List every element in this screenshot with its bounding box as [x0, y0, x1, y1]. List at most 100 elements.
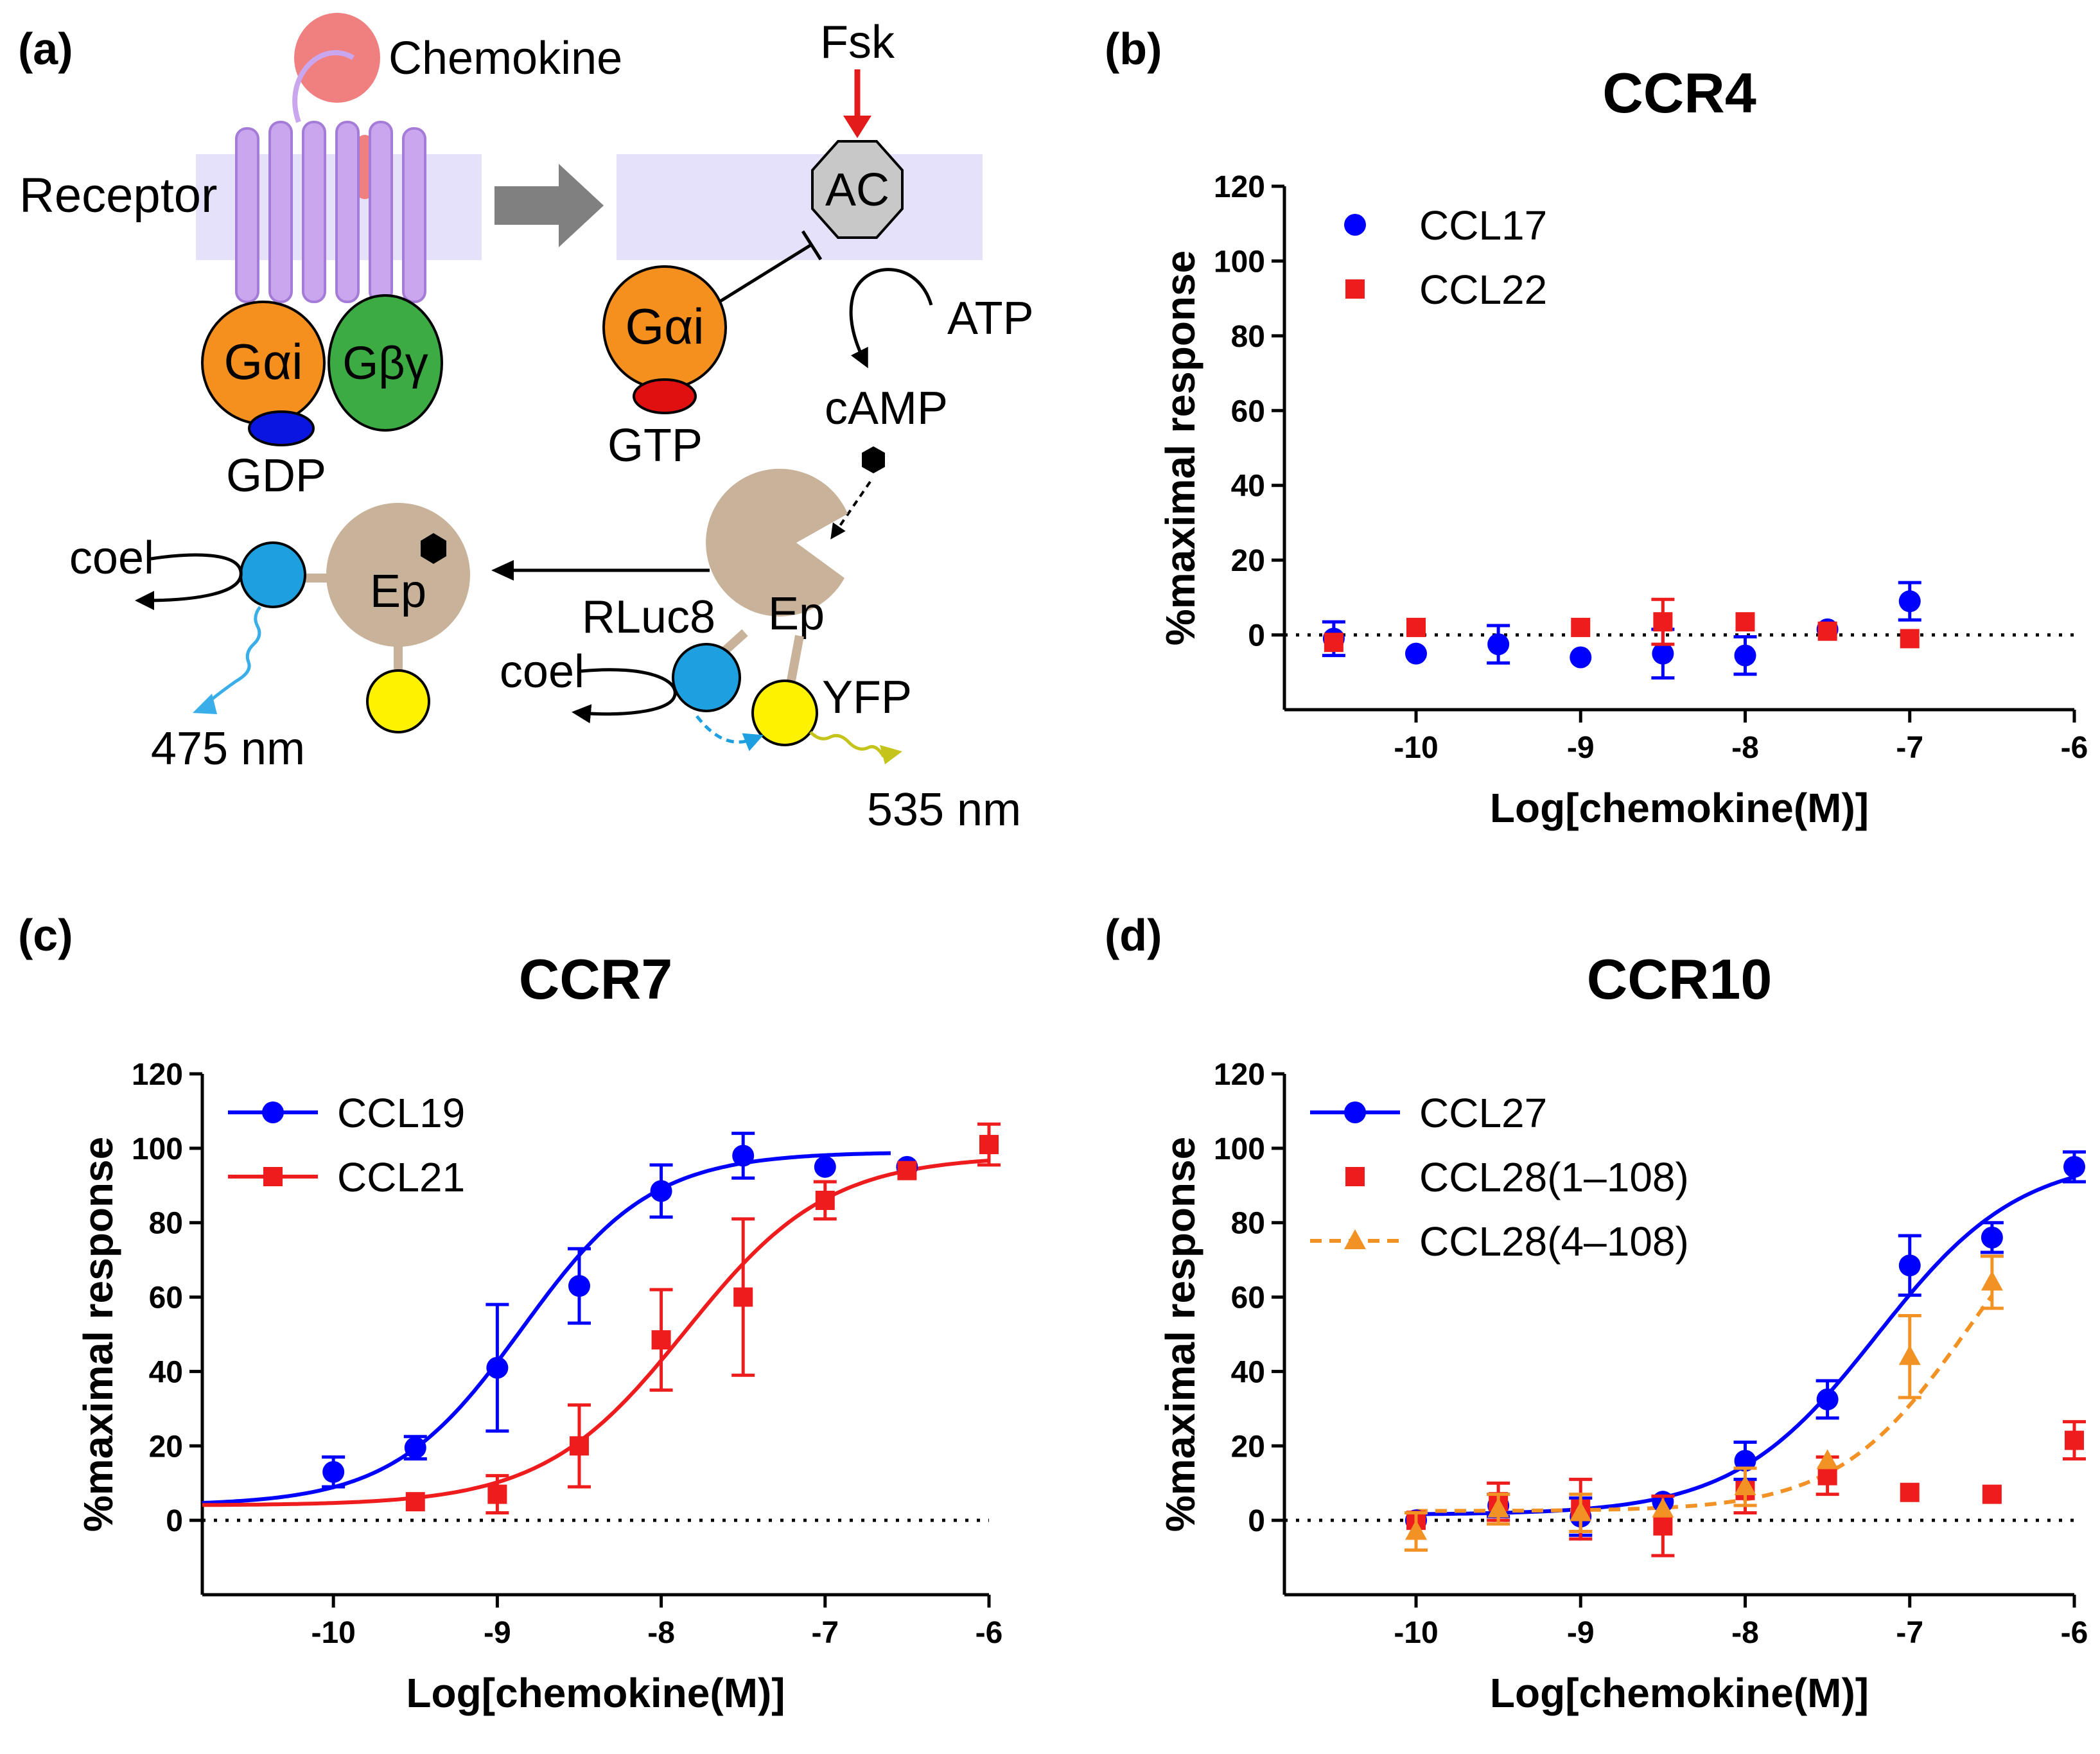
galpha-i-active-label: Gαi — [625, 298, 704, 355]
x-tick-label: -6 — [976, 1616, 1003, 1650]
legend-marker — [262, 1101, 284, 1123]
inhibition-bar — [801, 230, 823, 261]
x-tick-label: -6 — [2061, 1616, 2088, 1650]
x-axis-label: Log[chemokine(M)] — [1490, 785, 1869, 831]
rluc8-open — [672, 643, 741, 712]
ac-shape — [811, 140, 904, 239]
legend-label: CCL28(1–108) — [1419, 1154, 1689, 1200]
x-tick-label: -9 — [1567, 731, 1595, 765]
data-point — [486, 1356, 509, 1379]
y-axis-label: %maximal response — [1157, 250, 1203, 645]
gtp-shape — [633, 378, 697, 414]
data-point — [1981, 1226, 2003, 1249]
coel-arrow-right — [572, 668, 677, 724]
atp-camp-arrow — [849, 268, 933, 369]
fsk-label: Fsk — [820, 17, 895, 68]
data-point — [1981, 1270, 2003, 1291]
data-point — [1571, 617, 1591, 637]
data-point — [1652, 642, 1674, 665]
legend-marker — [1345, 1167, 1365, 1186]
coel-label-left: coel — [69, 532, 154, 584]
legend-label: CCL17 — [1419, 202, 1547, 249]
data-point — [979, 1135, 999, 1155]
legend-marker — [263, 1167, 283, 1186]
legend-marker — [1344, 1101, 1366, 1123]
data-point — [405, 1492, 425, 1512]
receptor-n-terminus — [292, 50, 355, 123]
x-tick-label: -7 — [1896, 1616, 1923, 1650]
x-tick-label: -8 — [1731, 1616, 1759, 1650]
data-point — [1900, 629, 1920, 649]
closing-arrow-head — [491, 560, 514, 581]
data-point — [1487, 1497, 1510, 1518]
panel-a-schematic: (a) Chemokine Receptor Gαi Gβγ GDP Fsk — [18, 13, 1034, 836]
y-tick-label: 80 — [149, 1207, 183, 1241]
chart-title: CCR10 — [1587, 947, 1772, 1011]
data-point — [487, 1484, 507, 1504]
data-point — [2063, 1155, 2085, 1178]
fsk-arrow-head — [843, 116, 871, 138]
y-axis-label: %maximal response — [1157, 1137, 1203, 1532]
data-point — [1817, 621, 1837, 641]
receptor-label: Receptor — [19, 168, 217, 223]
camp-binding-arrow — [830, 480, 871, 539]
y-tick-label: 60 — [1231, 1281, 1265, 1315]
inhibition-line — [718, 242, 814, 304]
x-tick-label: -10 — [1394, 731, 1438, 765]
gbetagamma-label: Gβγ — [342, 338, 428, 389]
bret-transfer-arrow — [696, 715, 764, 751]
y-tick-label: 120 — [132, 1058, 183, 1092]
y-tick-label: 40 — [1231, 469, 1265, 504]
data-point — [814, 1155, 836, 1178]
x-axis-label: Log[chemokine(M)] — [1490, 1670, 1869, 1716]
panel-label: (b) — [1105, 24, 1162, 74]
legend-marker — [1344, 214, 1366, 236]
emission-535-head — [880, 745, 902, 764]
galpha-i-inactive-label: Gαi — [223, 333, 302, 390]
legend-marker — [1345, 279, 1365, 299]
ep-sensor-open — [706, 468, 848, 617]
coel-label-right: coel — [500, 646, 584, 697]
x-axis-label: Log[chemokine(M)] — [406, 1670, 785, 1716]
gtp-label: GTP — [608, 420, 703, 471]
atp-label: ATP — [947, 293, 1034, 344]
chemokine-shape — [294, 13, 380, 103]
data-point — [322, 1460, 345, 1483]
camp-hexagon — [862, 446, 885, 473]
membrane-right — [617, 154, 983, 260]
camp-label: cAMP — [825, 383, 948, 434]
x-tick-label: -9 — [1567, 1616, 1595, 1650]
ep-closed-label: Ep — [370, 566, 426, 617]
data-point — [1900, 1482, 1920, 1502]
data-point — [2065, 1430, 2084, 1450]
data-point — [1570, 646, 1592, 669]
legend-marker — [1344, 1229, 1366, 1249]
x-tick-label: -10 — [311, 1616, 355, 1650]
chart-title: CCR4 — [1602, 61, 1756, 125]
data-point — [897, 1161, 917, 1180]
chart-panel-ccr10: (d) CCR10 0 20 40 60 80 100 120 -10 -9 -8 -7 -6 Log[ch… — [1105, 910, 2088, 1716]
data-point — [1406, 617, 1426, 637]
chart-title: CCR7 — [519, 947, 673, 1011]
ep-open-label: Ep — [768, 588, 825, 640]
fit-curve — [202, 1159, 990, 1507]
receptor-shape — [235, 121, 426, 303]
y-tick-label: 120 — [1214, 1058, 1265, 1092]
panel-a-label: (a) — [18, 24, 73, 74]
transition-arrow — [494, 164, 604, 247]
fit-curve — [202, 1151, 891, 1505]
data-point — [1898, 1254, 1921, 1277]
y-tick-label: 100 — [1214, 1132, 1265, 1166]
y-tick-label: 100 — [132, 1132, 183, 1166]
y-tick-label: 40 — [149, 1355, 183, 1389]
gbetagamma — [328, 294, 443, 432]
legend-label: CCL19 — [337, 1090, 465, 1136]
y-tick-label: 60 — [1231, 394, 1265, 428]
data-point — [569, 1436, 589, 1456]
x-tick-label: -6 — [2061, 731, 2088, 765]
fit-curve — [1416, 1294, 1994, 1513]
y-tick-label: 100 — [1214, 245, 1265, 279]
x-tick-label: -10 — [1394, 1616, 1438, 1650]
data-point — [1570, 1501, 1592, 1522]
